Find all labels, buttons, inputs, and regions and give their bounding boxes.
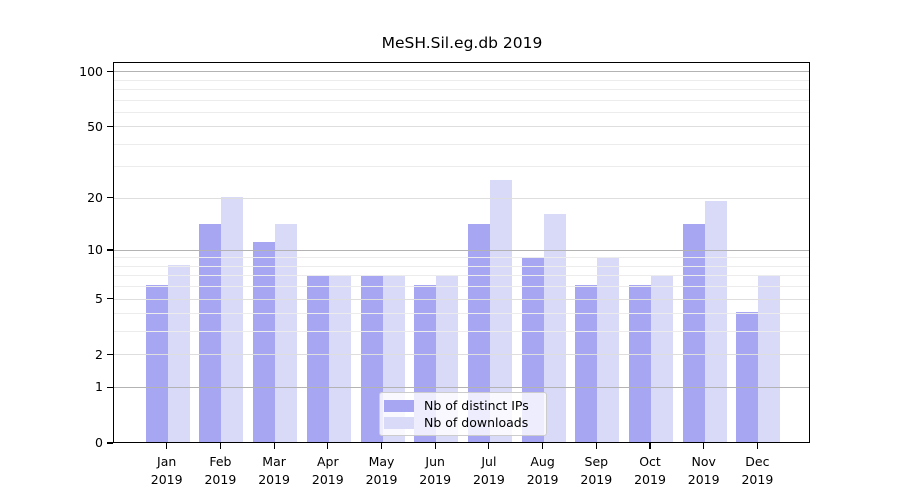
gridline-major-1	[114, 387, 809, 388]
bar-distinct-ips-sep	[575, 285, 598, 442]
bar-downloads-aug	[543, 213, 566, 442]
x-tick-label-aug: Aug 2019	[526, 454, 559, 487]
y-tick-label-5: 5	[95, 290, 103, 306]
chart-title: MeSH.Sil.eg.db 2019	[381, 34, 543, 52]
gridline-minor-60	[114, 111, 809, 113]
y-tick-label-0: 0	[95, 435, 103, 450]
bar-downloads-apr	[328, 274, 351, 442]
legend-row-distinct-ips: Nb of distinct IPs	[384, 397, 540, 414]
x-tick-mark-oct	[649, 443, 651, 449]
y-tick-mark-100	[107, 70, 113, 73]
y-tick-mark-5	[107, 298, 113, 300]
legend-label-distinct-ips: Nb of distinct IPs	[424, 398, 529, 413]
bar-distinct-ips-apr	[306, 274, 329, 442]
gridline-minor-8	[114, 265, 809, 267]
x-tick-mark-apr	[327, 443, 329, 449]
y-tick-mark-20	[107, 197, 113, 199]
x-tick-mark-may	[380, 443, 383, 449]
grid-layer	[114, 63, 809, 442]
x-tick-label-may: May 2019	[365, 454, 398, 487]
gridline-minor-4	[114, 313, 809, 315]
x-tick-mark-feb	[219, 443, 221, 449]
x-tick-label-jul: Jul 2019	[472, 454, 505, 487]
bar-downloads-oct	[651, 274, 673, 442]
y-tick-mark-0	[107, 442, 113, 444]
x-tick-mark-sep	[595, 443, 597, 449]
y-tick-mark-2	[107, 354, 113, 356]
bar-downloads-jul	[489, 179, 512, 442]
gridline-mid-20	[114, 197, 809, 199]
legend-row-downloads: Nb of downloads	[384, 414, 540, 431]
x-tick-mark-jun	[434, 443, 436, 449]
bar-distinct-ips-mar	[253, 242, 276, 442]
y-tick-label-10: 10	[87, 242, 103, 257]
gridline-mid-50	[114, 126, 809, 128]
x-tick-mark-aug	[542, 443, 544, 449]
x-tick-mark-nov	[703, 443, 705, 449]
y-tick-label-100: 100	[79, 63, 103, 79]
x-tick-label-dec: Dec 2019	[741, 454, 774, 487]
legend-swatch-distinct-ips	[384, 399, 414, 412]
gridline-mid-2	[114, 354, 809, 356]
gridline-major-10	[114, 249, 809, 251]
gridline-minor-40	[114, 143, 809, 145]
x-tick-mark-jul	[488, 443, 490, 449]
bar-distinct-ips-oct	[629, 285, 651, 442]
x-tick-label-jun: Jun 2019	[419, 454, 452, 487]
bar-downloads-nov	[704, 200, 727, 442]
y-tick-label-20: 20	[87, 189, 103, 205]
gridline-mid-5	[114, 298, 809, 300]
x-tick-label-jan: Jan 2019	[150, 454, 183, 487]
legend: Nb of distinct IPs Nb of downloads	[379, 392, 547, 436]
bar-distinct-ips-dec	[736, 312, 759, 442]
gridline-major-100	[114, 71, 809, 73]
gridline-minor-6	[114, 286, 809, 288]
plot-area	[113, 62, 810, 443]
y-tick-label-50: 50	[87, 118, 103, 134]
bar-downloads-dec	[758, 274, 781, 442]
bar-distinct-ips-jan	[145, 285, 168, 442]
gridline-minor-3	[114, 331, 809, 333]
x-tick-label-oct: Oct 2019	[634, 454, 666, 487]
y-tick-mark-1	[107, 386, 113, 388]
gridline-minor-30	[114, 166, 809, 168]
gridline-minor-7	[114, 275, 809, 277]
y-tick-mark-10	[107, 249, 113, 251]
x-tick-mark-dec	[756, 443, 758, 449]
y-tick-label-2: 2	[95, 346, 103, 362]
gridline-minor-70	[114, 99, 809, 101]
legend-swatch-downloads	[384, 416, 414, 429]
x-tick-label-feb: Feb 2019	[204, 454, 237, 487]
bar-downloads-sep	[597, 256, 620, 442]
x-tick-mark-jan	[166, 443, 168, 449]
gridline-minor-90	[114, 79, 809, 81]
gridline-minor-80	[114, 89, 809, 90]
bar-distinct-ips-may	[360, 274, 383, 442]
x-tick-label-nov: Nov 2019	[687, 454, 720, 487]
y-tick-label-1: 1	[95, 379, 103, 395]
x-tick-label-apr: Apr 2019	[311, 454, 344, 487]
gridline-minor-9	[114, 257, 809, 259]
legend-label-downloads: Nb of downloads	[424, 415, 529, 430]
x-tick-label-sep: Sep 2019	[580, 454, 613, 487]
x-tick-mark-mar	[273, 443, 275, 449]
bar-downloads-jan	[167, 265, 190, 442]
y-tick-mark-50	[107, 125, 113, 128]
x-tick-label-mar: Mar 2019	[258, 454, 290, 487]
